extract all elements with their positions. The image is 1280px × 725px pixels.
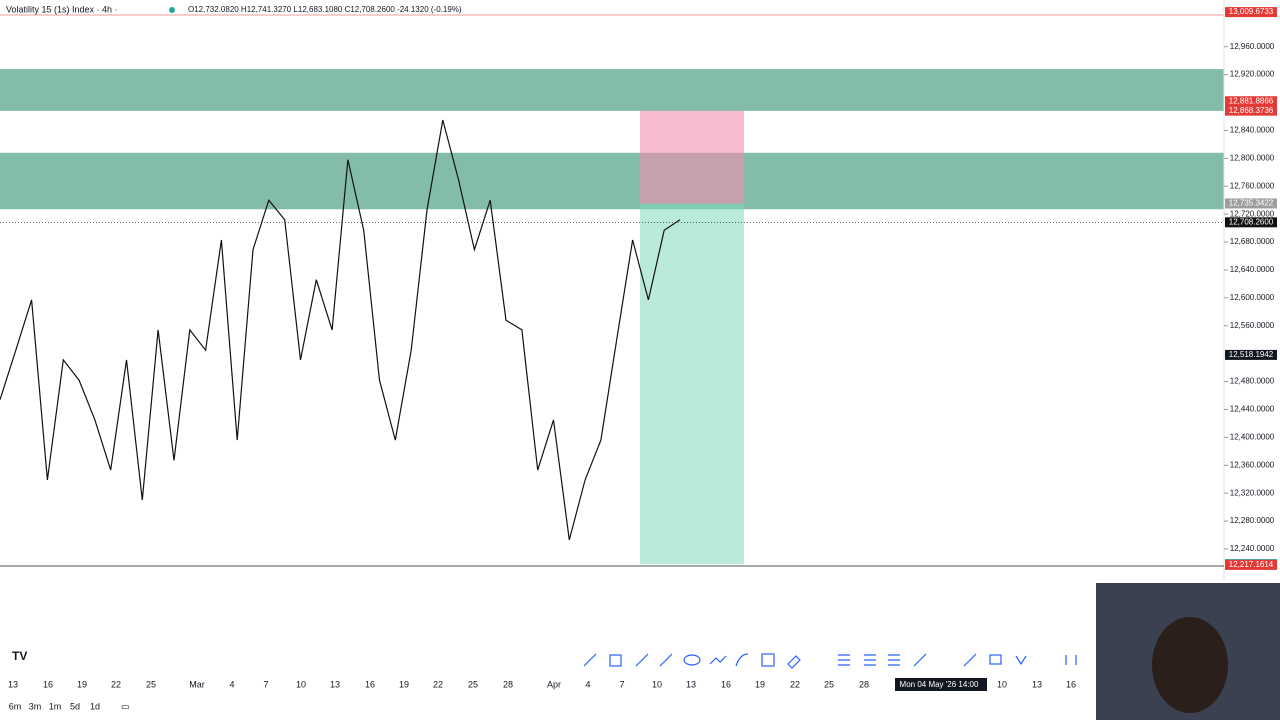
price-tag <box>1225 559 1277 570</box>
x-tick-label: 13 <box>1032 679 1042 689</box>
timeframe[interactable]: 1m <box>49 701 62 711</box>
ohlc: O12,732.0820 H12,741.3270 L12,683.1080 C… <box>188 5 462 14</box>
x-tick-label: Mon 04 May '26 14:00 <box>900 680 979 689</box>
x-tick-label: Mar <box>189 679 205 689</box>
price-tag-label: 13,009.6733 <box>1229 7 1274 16</box>
x-tick-label: 19 <box>77 679 87 689</box>
x-tick-label: 13 <box>8 679 18 689</box>
price-line <box>0 119 681 541</box>
x-tick-label: 10 <box>296 679 306 689</box>
x-tick-label: 16 <box>43 679 53 689</box>
status-dot <box>169 7 175 13</box>
webcam-person <box>1152 617 1228 713</box>
crosshair-date-bg <box>895 678 987 691</box>
price-tag <box>1225 349 1277 360</box>
x-tick-label: 13 <box>330 679 340 689</box>
x-tick-label: 16 <box>721 679 731 689</box>
x-tick-label: 4 <box>229 679 234 689</box>
symbol: Volatility 15 (1s) Index · 4h · <box>6 4 118 14</box>
x-tick-label: 22 <box>433 679 443 689</box>
x-tick-label: Apr <box>547 679 561 689</box>
y-tick-label: 12,400.0000 <box>1230 432 1275 441</box>
target-zone <box>640 203 744 565</box>
y-tick-label: 12,960.0000 <box>1230 42 1275 51</box>
y-tick-label: 12,680.0000 <box>1230 237 1275 246</box>
logo: TV <box>12 649 27 663</box>
calendar-icon[interactable]: ▭ <box>121 701 130 711</box>
drawing-toolbar[interactable] <box>583 653 1077 669</box>
x-tick-label: 7 <box>263 679 268 689</box>
price-tag-label: 12,518.1942 <box>1229 350 1274 359</box>
price-tag <box>1225 217 1277 228</box>
x-tick-label: 19 <box>399 679 409 689</box>
x-tick-label: 10 <box>652 679 662 689</box>
price-tag-label: 12,735.3422 <box>1229 199 1274 208</box>
price-tag-label: 12,881.8866 <box>1229 96 1274 105</box>
x-tick-label: 28 <box>859 679 869 689</box>
y-tick-label: 12,800.0000 <box>1230 153 1275 162</box>
y-tick-label: 12,440.0000 <box>1230 405 1275 414</box>
y-tick-label: 12,920.0000 <box>1230 70 1275 79</box>
x-tick-label: 10 <box>997 679 1007 689</box>
x-tick-label: 4 <box>585 679 590 689</box>
zone <box>0 152 1224 210</box>
x-tick-label: 25 <box>824 679 834 689</box>
y-tick-label: 12,720.0000 <box>1230 209 1275 218</box>
x-tick-label: 16 <box>1066 679 1076 689</box>
y-tick-label: 12,280.0000 <box>1230 516 1275 525</box>
x-tick-label: 22 <box>790 679 800 689</box>
timeframe[interactable]: 5d <box>70 701 80 711</box>
price-tag-label: 12,868.3736 <box>1229 106 1274 115</box>
y-tick-label: 12,600.0000 <box>1230 293 1275 302</box>
y-tick-label: 12,560.0000 <box>1230 321 1275 330</box>
x-tick-label: 7 <box>619 679 624 689</box>
price-tag-label: 12,708.2600 <box>1229 217 1274 226</box>
timeframe[interactable]: 1d <box>90 701 100 711</box>
x-tick-label: 28 <box>503 679 513 689</box>
x-tick-label: 13 <box>686 679 696 689</box>
price-tag <box>1225 96 1277 107</box>
price-tag-label: 12,217.1614 <box>1229 560 1274 569</box>
price-tag <box>1225 7 1277 18</box>
zone <box>0 69 1224 111</box>
y-tick-label: 12,640.0000 <box>1230 265 1275 274</box>
y-tick-label: 12,480.0000 <box>1230 377 1275 386</box>
timeframe[interactable]: 3m <box>29 701 42 711</box>
x-tick-label: 19 <box>755 679 765 689</box>
y-tick-label: 12,840.0000 <box>1230 126 1275 135</box>
y-tick-label: 12,360.0000 <box>1230 460 1275 469</box>
price-tag <box>1225 105 1277 116</box>
countdown: 43:59 <box>1232 228 1250 235</box>
y-tick-label: 12,320.0000 <box>1230 488 1275 497</box>
y-tick-label: 12,240.0000 <box>1230 544 1275 553</box>
y-tick-label: 12,760.0000 <box>1230 181 1275 190</box>
stop-zone <box>640 110 744 204</box>
price-tag <box>1225 198 1277 209</box>
timeframe[interactable]: 6m <box>9 701 22 711</box>
x-tick-label: 16 <box>365 679 375 689</box>
x-tick-label: 25 <box>146 679 156 689</box>
x-tick-label: 25 <box>468 679 478 689</box>
x-tick-label: 22 <box>111 679 121 689</box>
